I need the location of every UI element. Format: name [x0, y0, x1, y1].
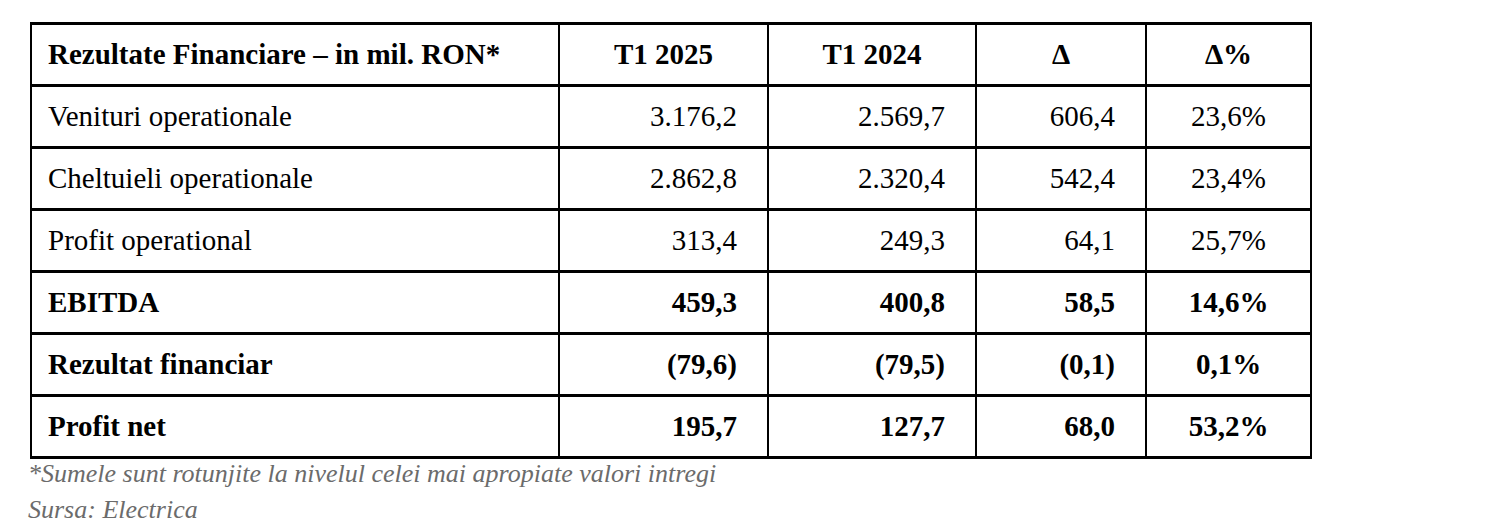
- table-title-cell: Rezultate Financiare – in mil. RON*: [31, 24, 559, 86]
- source-footnote: Sursa: Electrica: [28, 496, 716, 523]
- row-label: Cheltuieli operationale: [31, 148, 559, 210]
- row-label: Profit net: [31, 396, 559, 458]
- cell-t1-2025: 313,4: [559, 210, 768, 272]
- table-row-rezultat-financiar: Rezultat financiar (79,6) (79,5) (0,1) 0…: [31, 334, 1311, 396]
- cell-delta-pct: 14,6%: [1146, 272, 1311, 334]
- cell-t1-2025: 3.176,2: [559, 86, 768, 148]
- cell-t1-2024: 2.569,7: [768, 86, 976, 148]
- cell-delta-pct: 25,7%: [1146, 210, 1311, 272]
- cell-delta: 606,4: [976, 86, 1146, 148]
- col-header-delta-pct: Δ%: [1146, 24, 1311, 86]
- rounding-footnote: *Sumele sunt rotunjite la nivelul celei …: [28, 460, 716, 487]
- cell-delta-pct: 53,2%: [1146, 396, 1311, 458]
- table-row-cheltuieli-operationale: Cheltuieli operationale 2.862,8 2.320,4 …: [31, 148, 1311, 210]
- cell-t1-2025: 2.862,8: [559, 148, 768, 210]
- row-label: Profit operational: [31, 210, 559, 272]
- table-row-venituri-operationale: Venituri operationale 3.176,2 2.569,7 60…: [31, 86, 1311, 148]
- row-label: EBITDA: [31, 272, 559, 334]
- cell-delta: 64,1: [976, 210, 1146, 272]
- col-header-t1-2024: T1 2024: [768, 24, 976, 86]
- cell-t1-2024: 249,3: [768, 210, 976, 272]
- col-header-delta: Δ: [976, 24, 1146, 86]
- cell-delta: 58,5: [976, 272, 1146, 334]
- table-header-row: Rezultate Financiare – in mil. RON* T1 2…: [31, 24, 1311, 86]
- table-row-ebitda: EBITDA 459,3 400,8 58,5 14,6%: [31, 272, 1311, 334]
- cell-t1-2025: 195,7: [559, 396, 768, 458]
- cell-t1-2024: (79,5): [768, 334, 976, 396]
- cell-delta: (0,1): [976, 334, 1146, 396]
- col-header-t1-2025: T1 2025: [559, 24, 768, 86]
- cell-delta-pct: 23,4%: [1146, 148, 1311, 210]
- financial-results-table: Rezultate Financiare – in mil. RON* T1 2…: [30, 22, 1312, 459]
- row-label: Rezultat financiar: [31, 334, 559, 396]
- cell-delta-pct: 0,1%: [1146, 334, 1311, 396]
- cell-delta: 542,4: [976, 148, 1146, 210]
- cell-delta-pct: 23,6%: [1146, 86, 1311, 148]
- cell-delta: 68,0: [976, 396, 1146, 458]
- table-row-profit-net: Profit net 195,7 127,7 68,0 53,2%: [31, 396, 1311, 458]
- cell-t1-2025: 459,3: [559, 272, 768, 334]
- row-label: Venituri operationale: [31, 86, 559, 148]
- cell-t1-2024: 2.320,4: [768, 148, 976, 210]
- footnotes: *Sumele sunt rotunjite la nivelul celei …: [28, 460, 716, 532]
- table-row-profit-operational: Profit operational 313,4 249,3 64,1 25,7…: [31, 210, 1311, 272]
- cell-t1-2025: (79,6): [559, 334, 768, 396]
- cell-t1-2024: 127,7: [768, 396, 976, 458]
- cell-t1-2024: 400,8: [768, 272, 976, 334]
